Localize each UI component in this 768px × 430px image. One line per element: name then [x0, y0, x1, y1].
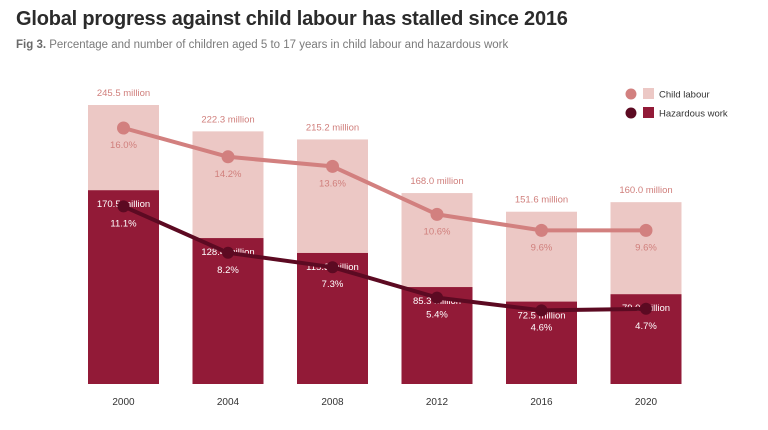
label-child-labour-count-2000: 245.5 million: [97, 88, 150, 99]
line-child-labour: [121, 126, 648, 233]
label-child-labour-count-2012: 168.0 million: [410, 176, 463, 187]
label-child-labour-count-2020: 160.0 million: [619, 185, 672, 196]
bar-hazardous-work-2004: [192, 238, 264, 384]
page-title: Global progress against child labour has…: [16, 8, 568, 30]
label-child-labour-percent-2016: 9.6%: [531, 242, 553, 253]
legend-hazardous-work-label: Hazardous work: [659, 109, 728, 120]
label-hazardous-work-percent-2016: 4.6%: [531, 322, 553, 333]
figure-label: Fig 3.: [16, 39, 47, 51]
legend-child-labour-swatch: [643, 88, 654, 99]
point-hazardous-work-2016: [535, 304, 548, 317]
x-tick-label-2008: 2008: [321, 397, 344, 408]
legend-child-labour-marker: [625, 88, 637, 100]
point-child-labour-2020: [639, 223, 653, 237]
label-child-labour-percent-2008: 13.6%: [319, 178, 346, 189]
label-hazardous-work-percent-2020: 4.7%: [635, 321, 657, 332]
legend-hazardous-work-swatch: [643, 107, 654, 118]
x-tick-label-2004: 2004: [217, 397, 240, 408]
label-hazardous-work-percent-2004: 8.2%: [217, 265, 239, 276]
x-tick-label-2012: 2012: [426, 397, 449, 408]
point-hazardous-work-2008: [326, 261, 339, 274]
legend-child-labour-label: Child labour: [659, 90, 710, 101]
chart-subtitle: Fig 3. Percentage and number of children…: [16, 39, 508, 51]
label-hazardous-work-percent-2000: 11.1%: [110, 218, 137, 229]
label-child-labour-percent-2012: 10.6%: [424, 226, 451, 237]
point-child-labour-2012: [430, 207, 444, 221]
label-hazardous-work-percent-2008: 7.3%: [322, 279, 344, 290]
point-child-labour-2016: [535, 223, 548, 237]
point-hazardous-work-2000: [117, 200, 130, 213]
point-hazardous-work-2020: [640, 302, 652, 315]
point-hazardous-work-2012: [431, 291, 443, 304]
label-child-labour-percent-2004: 14.2%: [215, 169, 242, 180]
point-hazardous-work-2004: [222, 246, 234, 259]
label-hazardous-work-percent-2012: 5.4%: [426, 310, 448, 321]
line-hazardous-work: [121, 204, 648, 313]
label-child-labour-percent-2000: 16.0%: [110, 140, 137, 151]
label-child-labour-count-2004: 222.3 million: [201, 114, 254, 125]
x-tick-label-2020: 2020: [635, 397, 658, 408]
label-child-labour-percent-2020: 9.6%: [635, 242, 657, 253]
subtitle-text: Percentage and number of children aged 5…: [49, 39, 509, 51]
label-child-labour-count-2016: 151.6 million: [515, 195, 568, 206]
x-tick-label-2000: 2000: [112, 397, 135, 408]
point-child-labour-2000: [117, 121, 130, 135]
label-child-labour-count-2008: 215.2 million: [306, 122, 359, 133]
x-tick-label-2016: 2016: [530, 397, 553, 408]
legend-hazardous-work-marker: [625, 107, 637, 119]
point-child-labour-2004: [221, 150, 235, 164]
bar-hazardous-work-2000: [88, 190, 159, 384]
point-child-labour-2008: [326, 159, 339, 173]
